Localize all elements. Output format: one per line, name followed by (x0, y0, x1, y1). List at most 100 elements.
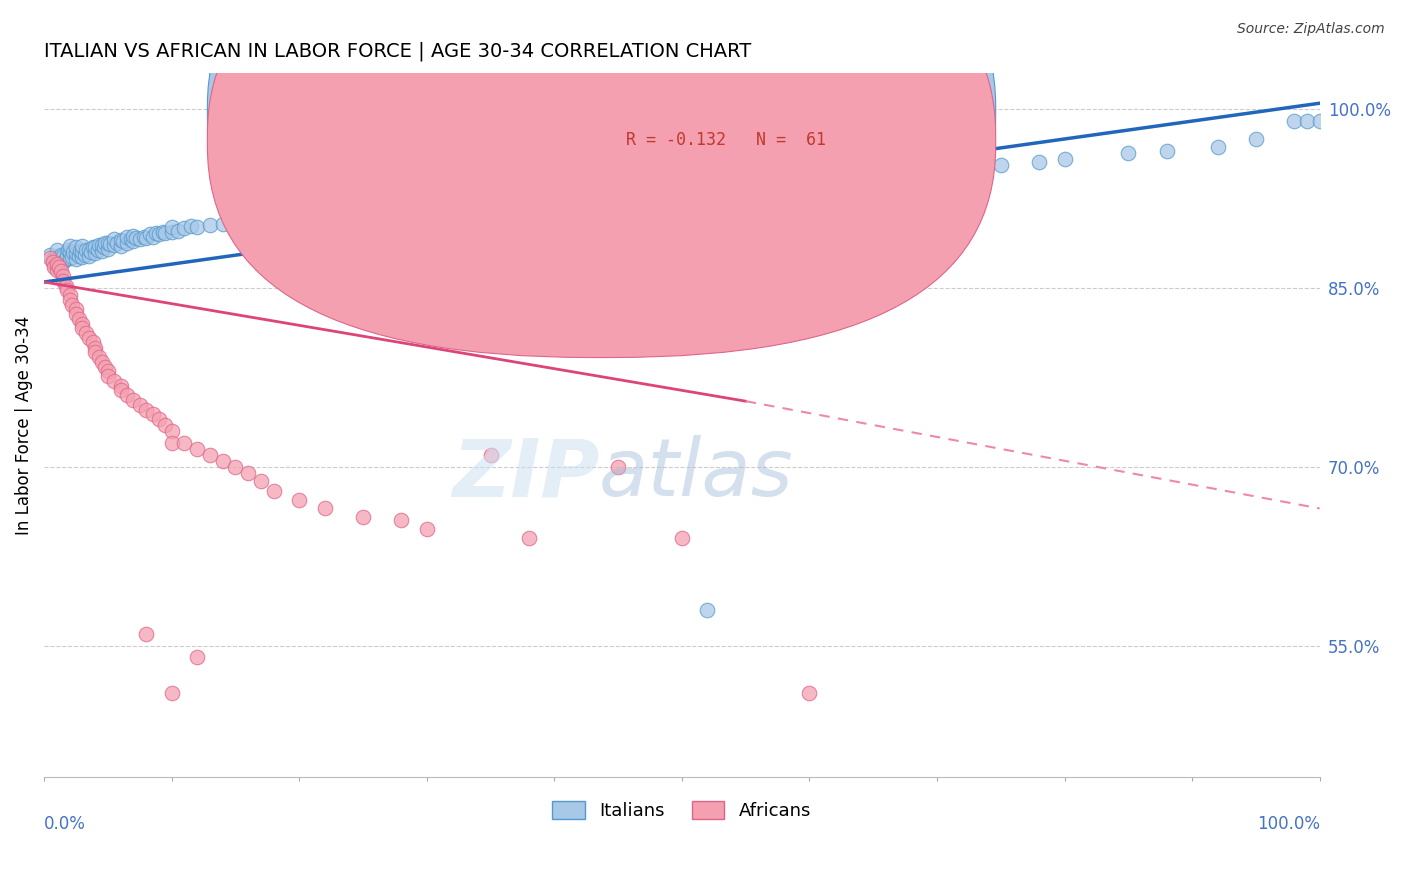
Point (52, 268, 75, 283)
Point (52, 249, 75, 263)
Point (1028, 154, 1050, 169)
Point (862, 171, 884, 186)
Point (69, 244, 91, 258)
Point (288, 493, 311, 508)
Text: atlas: atlas (599, 435, 794, 513)
Point (492, 251, 515, 265)
Point (141, 229, 163, 244)
Point (84, 345, 107, 359)
Point (110, 239, 132, 253)
Point (160, 225, 183, 239)
Point (42, 254, 65, 268)
Point (72, 239, 94, 253)
Point (238, 215, 260, 229)
Point (135, 231, 157, 245)
Point (145, 226, 167, 240)
Point (44, 260, 66, 274)
Point (173, 436, 195, 450)
Point (645, 233, 668, 247)
Point (467, 247, 489, 261)
Point (555, 215, 578, 229)
Point (128, 232, 150, 246)
Point (59, 245, 82, 260)
Point (59, 239, 82, 253)
Point (389, 513, 412, 527)
Point (416, 522, 439, 536)
Point (517, 225, 540, 239)
Point (48, 260, 70, 274)
Point (65, 240, 87, 254)
Point (441, 247, 464, 261)
Point (67, 312, 90, 326)
FancyBboxPatch shape (579, 95, 886, 165)
Legend: Italians, Africans: Italians, Africans (546, 794, 818, 828)
Point (734, 186, 756, 200)
Point (82, 240, 104, 254)
Point (479, 242, 502, 256)
Point (1206, 140, 1229, 154)
Point (607, 197, 630, 211)
Point (155, 226, 177, 240)
Point (301, 217, 323, 231)
Point (52, 254, 75, 268)
Point (250, 474, 273, 488)
Point (671, 190, 693, 204)
Point (112, 235, 135, 249)
Point (59, 251, 82, 265)
Point (49, 247, 72, 261)
Point (173, 221, 195, 235)
Point (696, 603, 718, 617)
Point (73, 247, 96, 261)
Point (122, 228, 145, 243)
Point (799, 686, 821, 700)
Point (72, 250, 94, 264)
Point (965, 161, 987, 176)
Point (1156, 144, 1178, 158)
Point (263, 211, 285, 226)
Point (44, 251, 66, 265)
Point (115, 235, 138, 250)
Point (62, 245, 84, 260)
Point (595, 202, 617, 217)
Point (132, 229, 155, 244)
Point (314, 219, 336, 233)
Point (211, 454, 233, 468)
Text: ITALIAN VS AFRICAN IN LABOR FORCE | AGE 30-34 CORRELATION CHART: ITALIAN VS AFRICAN IN LABOR FORCE | AGE … (44, 42, 751, 62)
Point (155, 417, 177, 432)
Point (39, 251, 62, 265)
Point (72, 245, 94, 260)
Point (288, 214, 311, 228)
Point (160, 424, 183, 438)
Point (364, 220, 387, 235)
Point (276, 214, 298, 228)
Point (186, 220, 208, 235)
Point (581, 207, 603, 221)
Point (900, 168, 922, 182)
Point (45, 258, 67, 272)
Text: ZIP: ZIP (451, 435, 599, 513)
Point (65, 307, 87, 321)
Point (72, 321, 94, 335)
Point (97, 369, 120, 384)
Point (160, 436, 183, 450)
Point (82, 334, 104, 349)
Point (263, 483, 285, 498)
Point (59, 288, 82, 302)
Point (1296, 114, 1319, 128)
Point (326, 221, 349, 235)
Point (84, 240, 107, 254)
Text: Source: ZipAtlas.com: Source: ZipAtlas.com (1237, 22, 1385, 37)
Point (671, 531, 693, 545)
Point (65, 246, 87, 260)
Point (148, 227, 170, 242)
Point (352, 509, 374, 524)
Point (86, 243, 108, 257)
Point (90, 238, 112, 252)
Point (77, 243, 100, 257)
Point (633, 194, 655, 208)
Point (1309, 114, 1331, 128)
Point (250, 213, 273, 227)
Point (122, 392, 145, 407)
Point (97, 235, 120, 250)
Point (42, 254, 65, 268)
